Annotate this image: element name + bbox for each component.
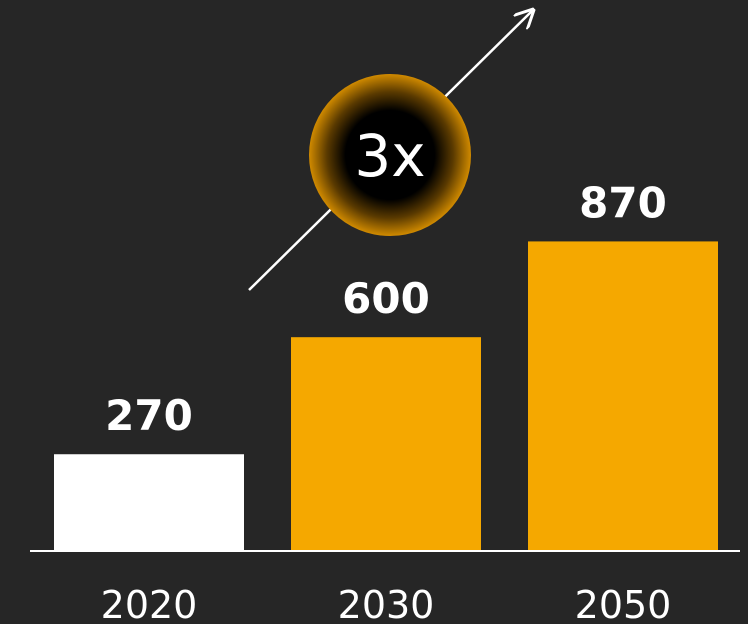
labels-layer: 270 2020 600 2030 870 2050 bbox=[101, 178, 672, 624]
category-label-2050: 2050 bbox=[575, 583, 672, 624]
bars-layer bbox=[54, 241, 718, 550]
value-label-2020: 270 bbox=[105, 391, 193, 440]
growth-badge bbox=[309, 74, 471, 236]
bar-2020 bbox=[54, 454, 244, 550]
category-label-2030: 2030 bbox=[338, 583, 435, 624]
category-label-2020: 2020 bbox=[101, 583, 198, 624]
value-label-2050: 870 bbox=[579, 178, 667, 227]
bar-2030 bbox=[291, 337, 481, 550]
value-label-2030: 600 bbox=[342, 274, 430, 323]
bar-2050 bbox=[528, 241, 718, 550]
growth-badge-text: 3x bbox=[354, 122, 425, 190]
